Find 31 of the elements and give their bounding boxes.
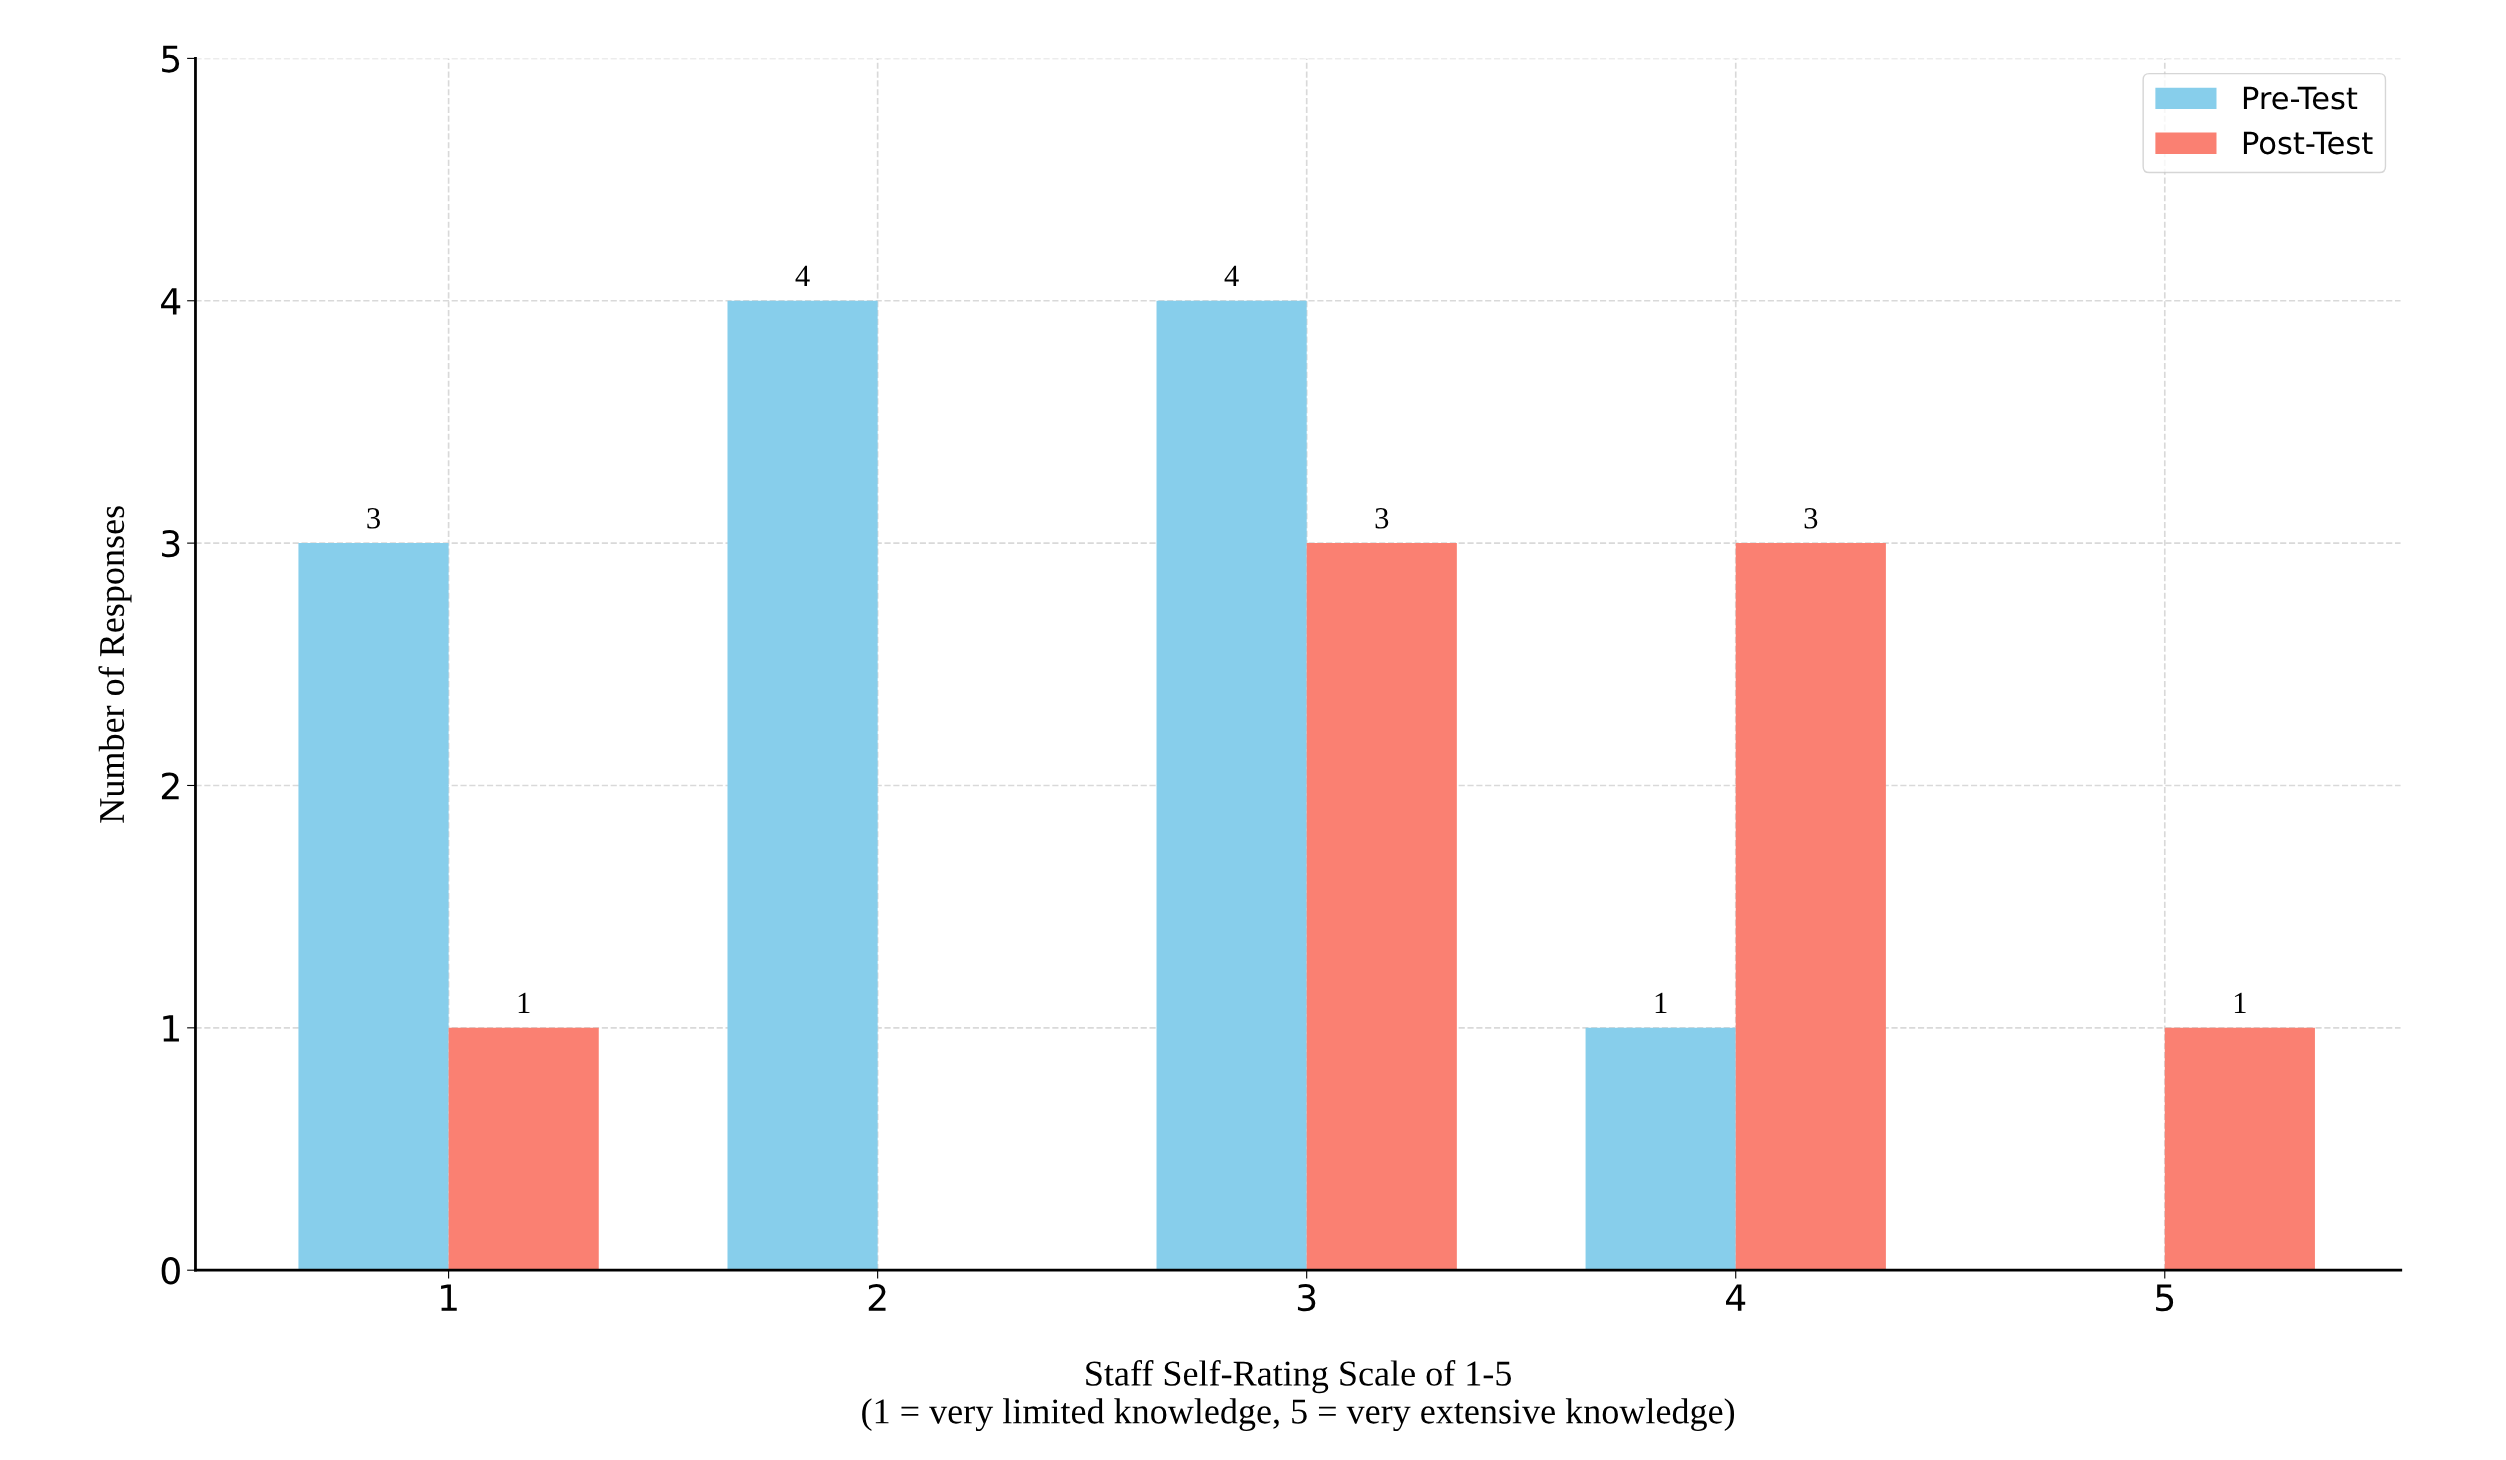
y-tick-label: 0 [161,1257,180,1285]
bar [2164,1027,2315,1271]
data-label: 1 [518,992,530,1013]
y-tick-label: 4 [161,288,181,315]
x-tick-label: 4 [1726,1284,1746,1311]
x-axis-title: Staff Self-Rating Scale of 1-5 (1 = very limited knowledge, 5 = very extensive knowledge) [862,1360,1735,1432]
x-tick-label: 5 [2156,1284,2174,1312]
data-label: 3 [1804,508,1818,529]
y-tick-label: 1 [163,1015,179,1042]
data-label: 4 [795,265,810,286]
bar [1306,543,1457,1271]
legend-label: Post-Test [2243,131,2373,155]
bar [727,300,878,1271]
bar [1156,300,1307,1271]
x-tick-label: 1 [441,1284,457,1311]
bar [298,543,449,1271]
bar [448,1027,599,1271]
data-label: 1 [1655,992,1667,1013]
y-tick-label: 5 [162,45,180,73]
data-label: 3 [367,508,380,529]
data-label: 1 [2234,992,2246,1013]
y-tick-label: 2 [161,772,179,800]
bar [1585,1027,1736,1271]
data-label: 3 [1375,508,1389,529]
bar [1735,543,1886,1271]
x-tick-label: 2 [868,1284,886,1311]
x-tick-label: 3 [1297,1284,1316,1312]
legend-label: Pre-Test [2243,86,2358,110]
data-label: 4 [1224,265,1239,286]
y-tick-label: 3 [162,530,180,558]
y-axis-title: Number of Responses [98,506,132,823]
